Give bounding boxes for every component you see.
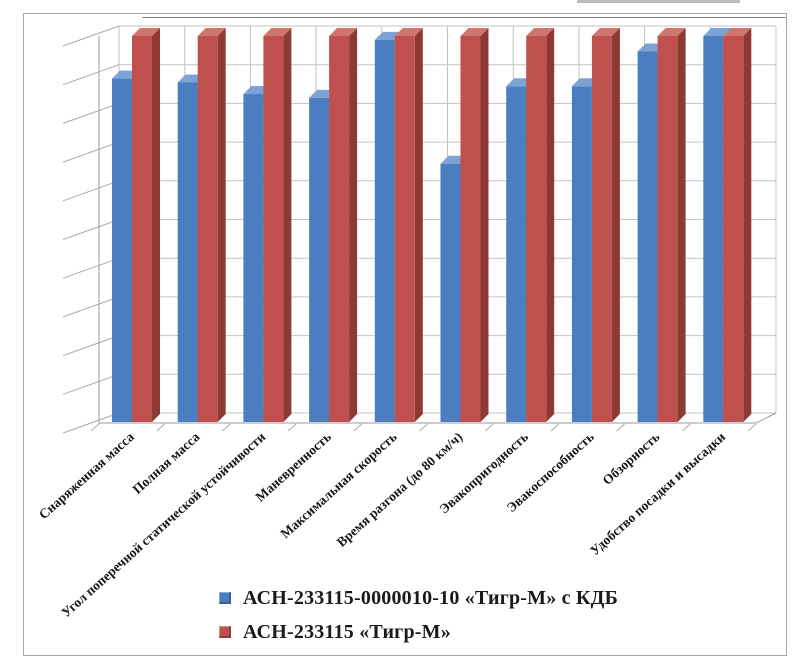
chart-legend: АСН-233115-0000010-10 «Тигр-М» с КДБ АСН… bbox=[219, 586, 618, 644]
category-label-4: Максимальная скорость bbox=[277, 429, 399, 541]
y-axis-tick bbox=[62, 141, 120, 163]
bar-side-s1-c8 bbox=[677, 28, 686, 422]
y-axis-tick bbox=[62, 373, 120, 395]
bar-front-s1-c7 bbox=[591, 36, 612, 422]
x-axis-tick bbox=[287, 423, 297, 432]
y-axis-tick bbox=[62, 257, 120, 279]
screen-edge-artifact bbox=[577, 0, 740, 3]
bar-side-s1-c5 bbox=[480, 28, 489, 422]
y-axis-tick bbox=[62, 25, 120, 47]
floor-right-edge bbox=[755, 412, 777, 424]
bar-front-s1-c3 bbox=[329, 36, 350, 422]
bar-front-s0-c3 bbox=[309, 97, 330, 423]
y-axis-tick bbox=[62, 102, 120, 124]
x-axis-tick bbox=[419, 423, 428, 432]
bar-top-s1-c0 bbox=[132, 28, 160, 36]
y-axis-tick bbox=[62, 335, 120, 357]
bar-top-s1-c4 bbox=[394, 28, 423, 36]
bar-front-s0-c9 bbox=[703, 36, 724, 422]
bar-side-s1-c7 bbox=[611, 28, 620, 422]
x-axis-tick bbox=[353, 423, 363, 432]
bar-top-s1-c9 bbox=[723, 28, 752, 36]
bar-front-s1-c8 bbox=[657, 36, 678, 422]
bar-front-s0-c1 bbox=[177, 82, 198, 422]
y-axis-tick bbox=[62, 64, 120, 86]
bar-side-s1-c0 bbox=[152, 28, 160, 422]
bar-front-s0-c6 bbox=[506, 86, 527, 422]
chart-image-frame: Снаряженная масса Полная масса Угол попере… bbox=[23, 13, 787, 656]
bar-top-s1-c7 bbox=[591, 28, 620, 36]
legend-swatch-blue bbox=[219, 592, 231, 604]
bar-top-s1-c1 bbox=[197, 28, 226, 36]
x-axis-tick bbox=[222, 423, 231, 432]
bar-front-s0-c5 bbox=[440, 163, 461, 422]
bar-top-s1-c5 bbox=[460, 28, 489, 36]
bar-top-s0-c9 bbox=[703, 28, 732, 36]
bar-side-s1-c3 bbox=[349, 28, 358, 422]
legend-item-series0: АСН-233115-0000010-10 «Тигр-М» с КДБ bbox=[219, 586, 618, 610]
x-axis-tick bbox=[90, 423, 100, 432]
bar-side-s1-c2 bbox=[283, 28, 292, 422]
bar-front-s0-c4 bbox=[374, 39, 395, 423]
bar-front-s1-c6 bbox=[526, 36, 547, 422]
bar-top-s1-c2 bbox=[263, 28, 292, 36]
category-label-0: Снаряженная масса bbox=[36, 429, 137, 522]
x-axis-tick bbox=[747, 423, 757, 432]
bar-front-s1-c0 bbox=[132, 36, 152, 422]
category-label-8: Обзорность bbox=[600, 429, 663, 488]
bar-side-s1-c6 bbox=[546, 28, 555, 422]
bar-front-s1-c1 bbox=[197, 36, 218, 422]
y-axis-tick bbox=[62, 296, 120, 318]
bar-top-s1-c8 bbox=[657, 28, 686, 36]
bar-front-s0-c7 bbox=[571, 86, 592, 422]
bar-front-s0-c2 bbox=[243, 94, 264, 423]
y-axis-tick bbox=[62, 412, 120, 434]
bar-front-s1-c4 bbox=[394, 36, 415, 422]
x-axis-tick bbox=[616, 423, 625, 432]
bar-side-s1-c1 bbox=[217, 28, 226, 422]
category-label-1: Полная масса bbox=[130, 429, 203, 497]
category-label-9: Удобство посадки и высадки bbox=[587, 429, 728, 558]
category-label-5: Время разгона (до 80 км/ч) bbox=[334, 429, 466, 550]
bar-top-s1-c3 bbox=[329, 28, 358, 36]
legend-label-series0: АСН-233115-0000010-10 «Тигр-М» с КДБ bbox=[243, 587, 618, 609]
bar-front-s1-c5 bbox=[460, 36, 481, 422]
bar-front-s1-c9 bbox=[723, 36, 744, 422]
x-axis-tick bbox=[681, 423, 691, 432]
bar-front-s0-c8 bbox=[637, 51, 658, 422]
x-axis-tick bbox=[550, 423, 560, 432]
legend-swatch-red bbox=[219, 626, 231, 638]
x-axis-tick bbox=[484, 423, 494, 432]
bar-side-s1-c4 bbox=[414, 28, 423, 422]
y-axis-tick bbox=[62, 219, 120, 240]
x-axis-tick bbox=[156, 423, 166, 432]
legend-label-series1: АСН-233115 «Тигр-М» bbox=[243, 621, 451, 643]
y-axis-tick bbox=[62, 180, 120, 202]
bar-front-s0-c0 bbox=[112, 78, 132, 422]
bar-front-s1-c2 bbox=[263, 36, 284, 422]
chart-top-border-line bbox=[142, 17, 786, 18]
legend-item-series1: АСН-233115 «Тигр-М» bbox=[219, 620, 618, 644]
bar-side-s1-c9 bbox=[743, 28, 752, 422]
bar-top-s1-c6 bbox=[526, 28, 555, 36]
